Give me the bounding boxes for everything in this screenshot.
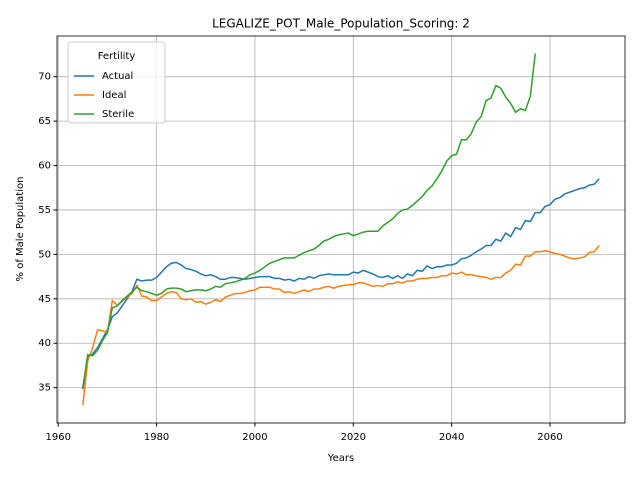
x-tick-label: 2000 [242, 432, 267, 443]
y-tick-label: 70 [38, 72, 51, 83]
legend-title: Fertility [98, 51, 136, 62]
chart-title: LEGALIZE_POT_Male_Population_Scoring: 2 [212, 17, 470, 31]
y-tick-label: 60 [38, 161, 51, 172]
x-axis-label: Years [327, 453, 354, 464]
y-tick-label: 40 [38, 338, 51, 349]
x-tick-label: 2040 [439, 432, 464, 443]
y-axis-label: % of Male Population [15, 177, 26, 282]
x-tick-label: 1960 [46, 432, 71, 443]
y-tick-label: 55 [38, 205, 51, 216]
y-tick-label: 50 [38, 249, 51, 260]
y-tick-label: 45 [38, 294, 51, 305]
series-line [82, 178, 600, 390]
series-line [82, 245, 600, 406]
legend-box [67, 41, 166, 124]
y-tick-label: 35 [38, 383, 51, 394]
legend-label: Actual [102, 71, 133, 82]
series-line [82, 53, 536, 388]
plot-frame [56, 35, 626, 424]
y-tick-label: 65 [38, 116, 51, 127]
x-tick-label: 2060 [537, 432, 562, 443]
x-tick-label: 2020 [341, 432, 366, 443]
legend-label: Ideal [102, 90, 126, 101]
x-tick-label: 1980 [144, 432, 169, 443]
legend-label: Sterile [102, 109, 134, 120]
